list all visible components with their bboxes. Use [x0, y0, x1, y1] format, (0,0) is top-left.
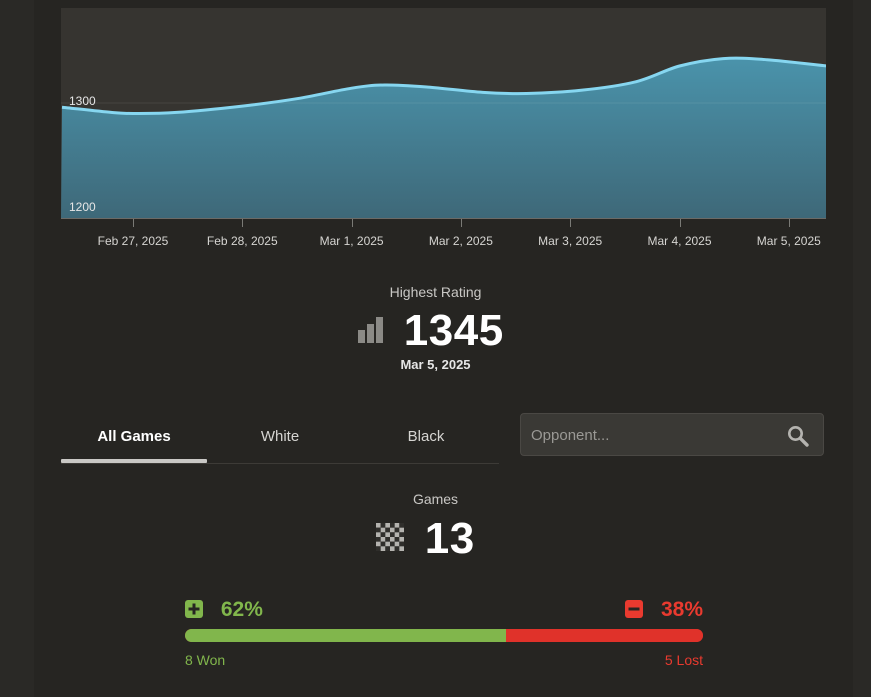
- highest-rating-date-row: Mar 5, 2025: [0, 356, 871, 374]
- win-loss-summary: 62% 38% 8 Won 5 Lost: [185, 598, 703, 678]
- x-tick-label: Mar 1, 2025: [319, 234, 384, 248]
- x-tick-label: Mar 4, 2025: [647, 234, 712, 248]
- highest-rating-date: Mar 5, 2025: [400, 357, 471, 372]
- loss-bar-fill: [506, 629, 703, 642]
- tab-all-games[interactable]: All Games: [61, 415, 207, 463]
- win-bar-fill: [185, 629, 506, 642]
- opponent-search: [520, 413, 824, 457]
- x-tick: [679, 219, 681, 227]
- won-count: 8 Won: [185, 652, 226, 668]
- x-tick: [570, 219, 572, 227]
- x-tick-label: Mar 2, 2025: [428, 234, 493, 248]
- highest-rating-row: 1345: [0, 306, 871, 356]
- y-tick-label-1300: 1300: [69, 94, 96, 108]
- x-tick-label: Mar 5, 2025: [756, 234, 821, 248]
- loss-percentage-value: 38%: [660, 598, 703, 621]
- tab-white[interactable]: White: [260, 428, 300, 445]
- rating-area-fill: [61, 58, 826, 219]
- games-label: Games: [412, 491, 459, 507]
- win-loss-bar: [185, 629, 703, 642]
- color-filter-tabs: All Games White Black: [61, 415, 499, 464]
- x-tick-label: Mar 3, 2025: [538, 234, 603, 248]
- opponent-search-input[interactable]: [521, 414, 783, 457]
- highest-rating-label: Highest Rating: [389, 284, 482, 300]
- x-tick-label: Feb 28, 2025: [206, 234, 278, 248]
- rating-chart: 1300 1200: [61, 8, 826, 219]
- x-tick: [788, 219, 790, 227]
- x-tick: [460, 219, 462, 227]
- tab-black[interactable]: Black: [407, 428, 445, 445]
- x-tick-label: Feb 27, 2025: [97, 234, 169, 248]
- highest-rating-value: 1345: [403, 306, 504, 355]
- loss-percentage: 38%: [625, 598, 703, 622]
- games-count: 13: [424, 514, 475, 563]
- chessboard-icon: [376, 522, 405, 556]
- x-tick: [351, 219, 353, 227]
- search-icon[interactable]: [787, 425, 809, 452]
- rating-chart-x-axis: Feb 27, 2025 Feb 28, 2025 Mar 1, 2025 Mar 2…: [61, 219, 826, 249]
- bar-chart-icon: [357, 315, 385, 348]
- highest-rating-section: Highest Rating: [0, 284, 871, 300]
- win-percentage: 62%: [185, 598, 263, 622]
- games-section: Games: [0, 491, 871, 507]
- x-tick: [133, 219, 134, 227]
- win-percentage-value: 62%: [220, 598, 263, 621]
- rating-series-line: [61, 56, 826, 116]
- minus-icon: [625, 600, 644, 618]
- plus-icon: [185, 600, 203, 618]
- rating-chart-svg: [61, 56, 826, 219]
- y-tick-label-1200: 1200: [69, 200, 96, 214]
- games-count-row: 13: [0, 514, 871, 563]
- lost-count: 5 Lost: [664, 652, 703, 668]
- x-tick: [242, 219, 244, 227]
